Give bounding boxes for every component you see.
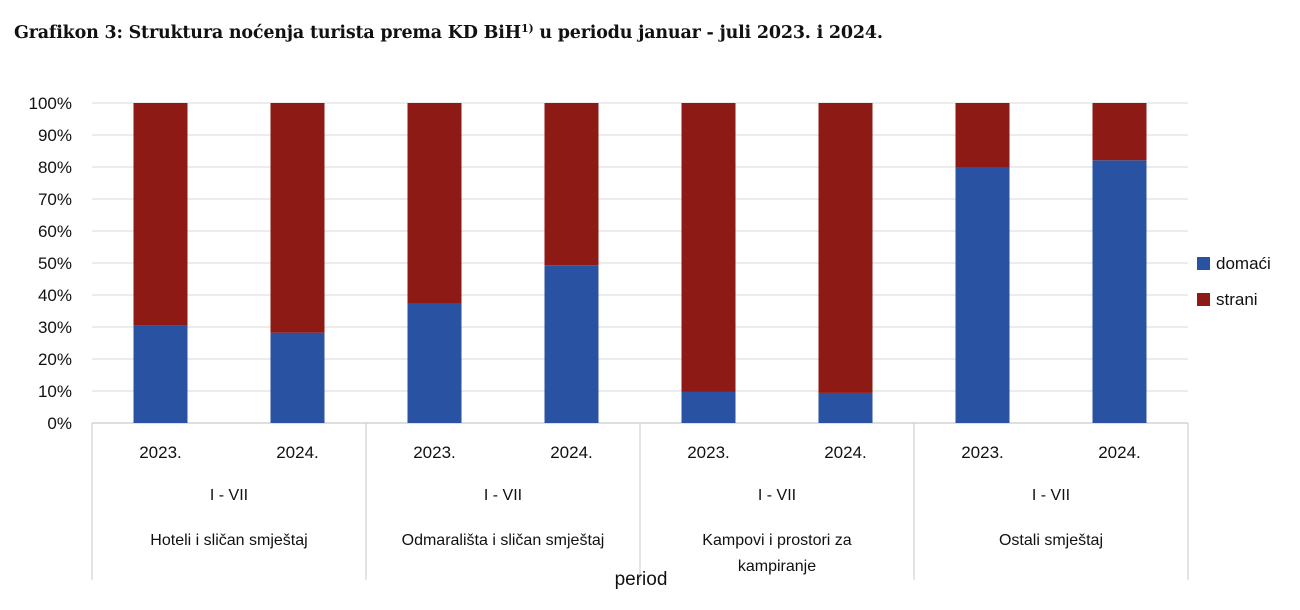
bar-segment-domaci: [818, 392, 873, 423]
y-tick-label: 50%: [38, 254, 72, 273]
bar-segment-domaci: [1092, 160, 1147, 423]
x-group-label: Hoteli i sličan smještaj: [150, 532, 307, 549]
legend: domaći strani: [1197, 254, 1271, 309]
x-period-label: I - VII: [1032, 487, 1070, 504]
chart-title-main: Grafikon 3: Struktura noćenja turista pr…: [14, 23, 521, 43]
bar-segment-strani: [818, 103, 873, 393]
y-tick-label: 10%: [38, 382, 72, 401]
legend-label-strani: strani: [1216, 290, 1258, 309]
bar-segment-domaci: [133, 325, 188, 423]
bar-segment-strani: [544, 103, 599, 266]
x-category-label: 2023.: [139, 443, 182, 462]
x-group-label: Kampovi i prostori za: [702, 532, 851, 549]
y-tick-label: 20%: [38, 350, 72, 369]
bars: [133, 103, 1147, 423]
bar-segment-domaci: [681, 391, 736, 423]
legend-label-domaci: domaći: [1216, 254, 1271, 273]
x-period-label: I - VII: [758, 487, 796, 504]
y-tick-label: 90%: [38, 126, 72, 145]
y-axis-ticks: 0% 10% 20% 30% 40% 50% 60% 70% 80% 90% 100%: [29, 94, 72, 433]
x-period-label: I - VII: [210, 487, 248, 504]
y-tick-label: 40%: [38, 286, 72, 305]
bar-segment-domaci: [544, 265, 599, 423]
bar-segment-strani: [955, 103, 1010, 167]
x-category-label: 2024.: [1098, 443, 1141, 462]
chart-title: Grafikon 3: Struktura noćenja turista pr…: [14, 22, 883, 43]
bar-segment-strani: [681, 103, 736, 392]
chart-title-rest: u periodu januar - juli 2023. i 2024.: [533, 23, 883, 43]
x-group-label: kampiranje: [738, 558, 816, 575]
x-category-label: 2024.: [824, 443, 867, 462]
y-tick-label: 100%: [29, 94, 72, 113]
x-group-label: Odmarališta i sličan smještaj: [402, 532, 605, 549]
bar-segment-domaci: [955, 167, 1010, 423]
bar-segment-strani: [270, 103, 325, 333]
y-tick-label: 0%: [47, 414, 72, 433]
x-group-label: Ostali smještaj: [999, 532, 1103, 549]
bar-segment-domaci: [270, 332, 325, 423]
gridlines: [92, 102, 1188, 424]
chart-title-footnote: 1): [520, 22, 534, 35]
x-category-label: 2024.: [550, 443, 593, 462]
x-period-label: I - VII: [484, 487, 522, 504]
bar-segment-strani: [133, 103, 188, 326]
y-tick-label: 60%: [38, 222, 72, 241]
y-tick-label: 70%: [38, 190, 72, 209]
y-tick-label: 80%: [38, 158, 72, 177]
legend-swatch-domaci: [1197, 257, 1210, 270]
x-axis-title: period: [615, 569, 668, 590]
bar-segment-strani: [407, 103, 462, 303]
x-category-label: 2023.: [413, 443, 456, 462]
x-axis: 2023. 2024. I - VII Hoteli i sličan smješta…: [91, 423, 1189, 580]
y-tick-label: 30%: [38, 318, 72, 337]
x-category-label: 2023.: [961, 443, 1004, 462]
bar-segment-strani: [1092, 103, 1147, 161]
x-category-label: 2024.: [276, 443, 319, 462]
bar-segment-domaci: [407, 303, 462, 423]
legend-swatch-strani: [1197, 293, 1210, 306]
x-category-label: 2023.: [687, 443, 730, 462]
